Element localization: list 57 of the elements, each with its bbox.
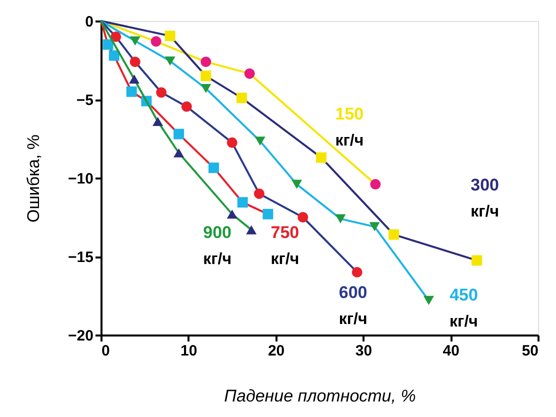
point <box>370 179 381 190</box>
point <box>200 84 212 94</box>
point <box>369 222 380 232</box>
point <box>244 68 255 79</box>
series-label: 600 кг/ч <box>338 283 368 328</box>
point <box>262 208 274 220</box>
point <box>254 188 264 199</box>
point <box>472 255 482 266</box>
series-label: 450 кг/ч <box>450 285 478 330</box>
point <box>237 197 248 208</box>
point <box>200 56 212 68</box>
x-tick-label: 50 <box>522 342 538 360</box>
x-tick-label: 0 <box>102 342 110 360</box>
point <box>174 148 184 158</box>
point <box>292 180 302 189</box>
y-tick-label: −15 <box>68 249 94 266</box>
series-label: 900 кг/ч <box>203 222 232 268</box>
point <box>102 39 114 50</box>
point <box>128 74 140 84</box>
y-tick-label: −10 <box>68 170 94 188</box>
point <box>424 296 434 305</box>
y-tick-label: −20 <box>68 328 94 344</box>
point <box>352 266 362 278</box>
point <box>226 210 238 219</box>
point <box>298 212 308 222</box>
x-tick-label: 30 <box>355 342 372 360</box>
point <box>152 116 164 126</box>
point <box>208 162 219 174</box>
point <box>156 87 167 98</box>
point <box>246 225 257 234</box>
point <box>254 136 266 146</box>
text: 300 кг/ч <box>470 175 500 220</box>
point <box>108 50 120 61</box>
point <box>200 70 212 82</box>
point <box>130 36 140 46</box>
point <box>164 56 176 66</box>
point <box>110 31 122 42</box>
y-axis-title: Ошибка, % <box>24 134 44 222</box>
y-tick-label: 0 <box>85 14 94 30</box>
y-tick-label: −5 <box>76 92 94 109</box>
point <box>226 137 238 148</box>
point <box>181 101 192 112</box>
x-tick-label: 10 <box>180 342 198 360</box>
point <box>236 92 247 104</box>
point <box>150 36 162 47</box>
x-tick-label: 40 <box>442 342 460 360</box>
point <box>388 229 400 240</box>
point <box>316 152 326 163</box>
series-label: 750 кг/ч <box>270 223 300 268</box>
point <box>335 214 346 224</box>
point <box>164 30 176 42</box>
x-tick-label: 20 <box>268 342 285 360</box>
series-label: 150 кг/ч <box>335 104 364 150</box>
point <box>130 56 140 68</box>
x-axis-title: Падение плотности, % <box>224 386 416 406</box>
point <box>174 128 184 140</box>
point <box>126 86 137 97</box>
